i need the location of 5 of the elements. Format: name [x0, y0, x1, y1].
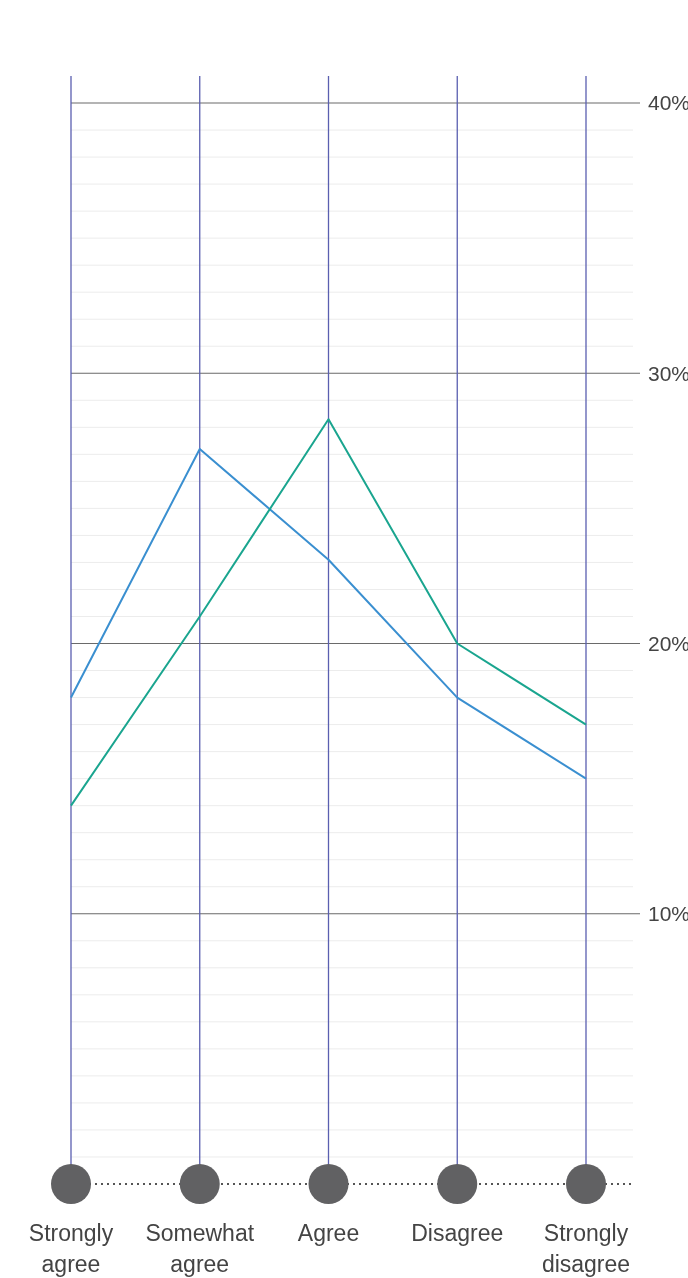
x-tick-label: Somewhat agree [145, 1220, 255, 1277]
x-tick-label: Agree [297, 1220, 360, 1246]
x-tick-label: Strongly agree [28, 1220, 114, 1277]
x-tick-label: Disagree [411, 1220, 504, 1246]
x-tick-label: Strongly disagree [541, 1220, 631, 1277]
